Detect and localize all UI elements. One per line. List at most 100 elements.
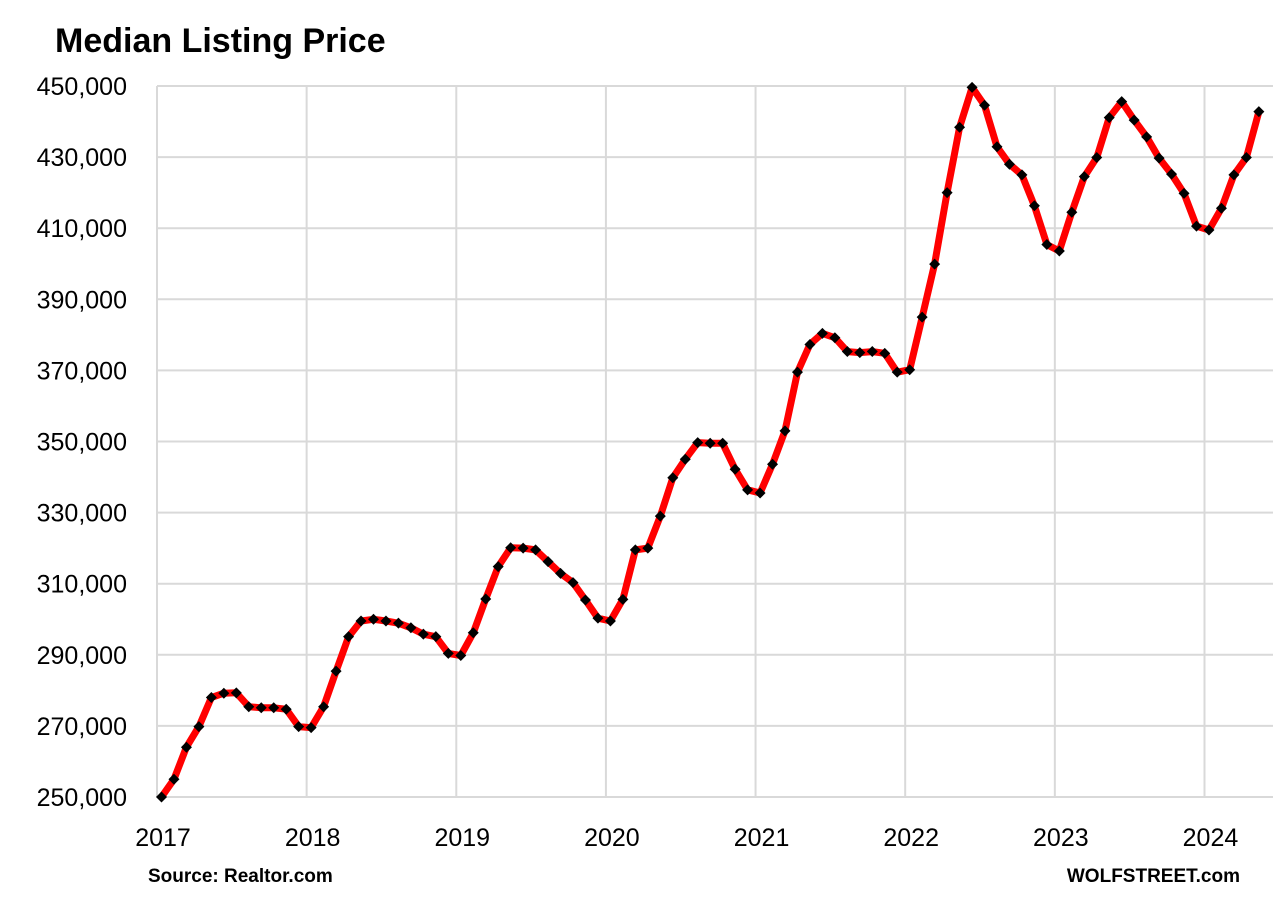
data-point-marker	[816, 327, 828, 339]
data-point-marker	[480, 593, 492, 605]
data-point-marker	[1166, 168, 1178, 180]
data-point-marker	[979, 99, 991, 111]
data-point-marker	[1128, 114, 1140, 126]
data-point-marker	[1066, 206, 1078, 218]
y-axis-tick-label: 330,000	[37, 500, 127, 528]
data-point-marker	[193, 721, 205, 733]
chart-title: Median Listing Price	[55, 22, 386, 60]
data-point-marker	[879, 347, 891, 359]
data-point-marker	[1116, 96, 1128, 108]
data-point-marker	[654, 510, 666, 522]
y-axis-tick-label: 310,000	[37, 571, 127, 599]
data-point-marker	[305, 722, 317, 734]
data-point-marker	[505, 542, 517, 554]
data-point-marker	[218, 687, 230, 699]
data-point-marker	[1078, 171, 1090, 183]
data-point-marker	[1091, 151, 1103, 163]
data-point-marker	[1203, 224, 1215, 236]
data-point-marker	[268, 702, 280, 714]
data-point-marker	[891, 366, 903, 378]
x-axis-tick-label: 2019	[434, 824, 490, 852]
data-point-marker	[1178, 187, 1190, 199]
data-point-marker	[318, 701, 330, 713]
x-axis-tick-label: 2024	[1183, 824, 1239, 852]
data-point-marker	[1228, 169, 1240, 181]
y-axis-tick-label: 390,000	[37, 286, 127, 314]
data-point-marker	[1103, 112, 1115, 124]
data-point-marker	[555, 567, 567, 579]
data-point-marker	[667, 472, 679, 484]
data-point-marker	[156, 791, 167, 803]
data-point-marker	[754, 487, 766, 499]
data-point-marker	[180, 741, 192, 753]
data-point-marker	[343, 631, 355, 643]
data-point-marker	[841, 346, 853, 358]
x-axis-tick-label: 2022	[883, 824, 939, 852]
data-point-marker	[1253, 106, 1265, 118]
data-point-marker	[642, 542, 654, 554]
data-point-marker	[1053, 245, 1065, 257]
data-point-marker	[579, 594, 591, 606]
data-point-marker	[966, 81, 978, 93]
data-point-marker	[1003, 158, 1015, 170]
data-point-marker	[455, 650, 467, 662]
data-point-marker	[1028, 200, 1040, 212]
data-point-marker	[779, 425, 791, 437]
data-point-marker	[854, 347, 866, 359]
data-point-marker	[1016, 169, 1028, 181]
data-point-marker	[467, 627, 479, 639]
data-point-marker	[330, 665, 342, 677]
data-point-marker	[405, 622, 417, 634]
data-point-marker	[829, 332, 841, 344]
y-axis-tick-label: 350,000	[37, 429, 127, 457]
data-point-marker	[692, 437, 704, 449]
y-axis-tick-label: 370,000	[37, 357, 127, 385]
data-point-marker	[866, 346, 878, 358]
data-point-marker	[1041, 239, 1053, 251]
data-point-marker	[704, 437, 716, 449]
data-point-marker	[729, 463, 741, 475]
y-axis-tick-label: 450,000	[37, 73, 127, 101]
data-point-marker	[1141, 131, 1153, 143]
data-point-marker	[679, 453, 691, 465]
data-point-marker	[355, 615, 367, 627]
data-point-marker	[1153, 152, 1165, 164]
data-point-marker	[717, 437, 729, 449]
data-point-marker	[929, 258, 941, 270]
data-point-marker	[767, 458, 779, 470]
data-point-marker	[617, 593, 629, 605]
data-point-marker	[542, 556, 554, 568]
data-point-marker	[791, 366, 803, 378]
data-point-marker	[1240, 151, 1252, 163]
data-point-marker	[230, 687, 242, 699]
y-axis-tick-label: 250,000	[37, 784, 127, 812]
data-point-marker	[367, 613, 379, 625]
y-axis-tick-label: 290,000	[37, 642, 127, 670]
data-point-marker	[380, 615, 392, 627]
x-axis-tick-label: 2020	[584, 824, 640, 852]
data-point-marker	[243, 701, 255, 713]
data-point-marker	[1215, 202, 1227, 214]
data-point-marker	[168, 773, 180, 785]
data-point-marker	[430, 631, 442, 643]
data-point-marker	[530, 544, 542, 556]
data-point-marker	[567, 577, 579, 589]
data-point-marker	[392, 617, 404, 629]
y-axis-tick-label: 410,000	[37, 215, 127, 243]
data-point-marker	[592, 612, 604, 624]
data-point-marker	[1191, 220, 1203, 232]
data-point-marker	[941, 187, 953, 199]
data-point-marker	[991, 141, 1003, 153]
brand-label: WOLFSTREET.com	[1066, 866, 1240, 887]
data-point-marker	[954, 121, 966, 133]
source-label: Source: Realtor.com	[148, 866, 333, 887]
data-point-marker	[517, 542, 529, 554]
x-axis-tick-label: 2023	[1033, 824, 1089, 852]
x-axis-tick-label: 2021	[734, 824, 790, 852]
data-point-marker	[804, 338, 816, 350]
data-point-marker	[916, 311, 928, 323]
data-point-marker	[417, 628, 429, 640]
y-axis-tick-label: 270,000	[37, 713, 127, 741]
data-point-marker	[629, 544, 641, 556]
